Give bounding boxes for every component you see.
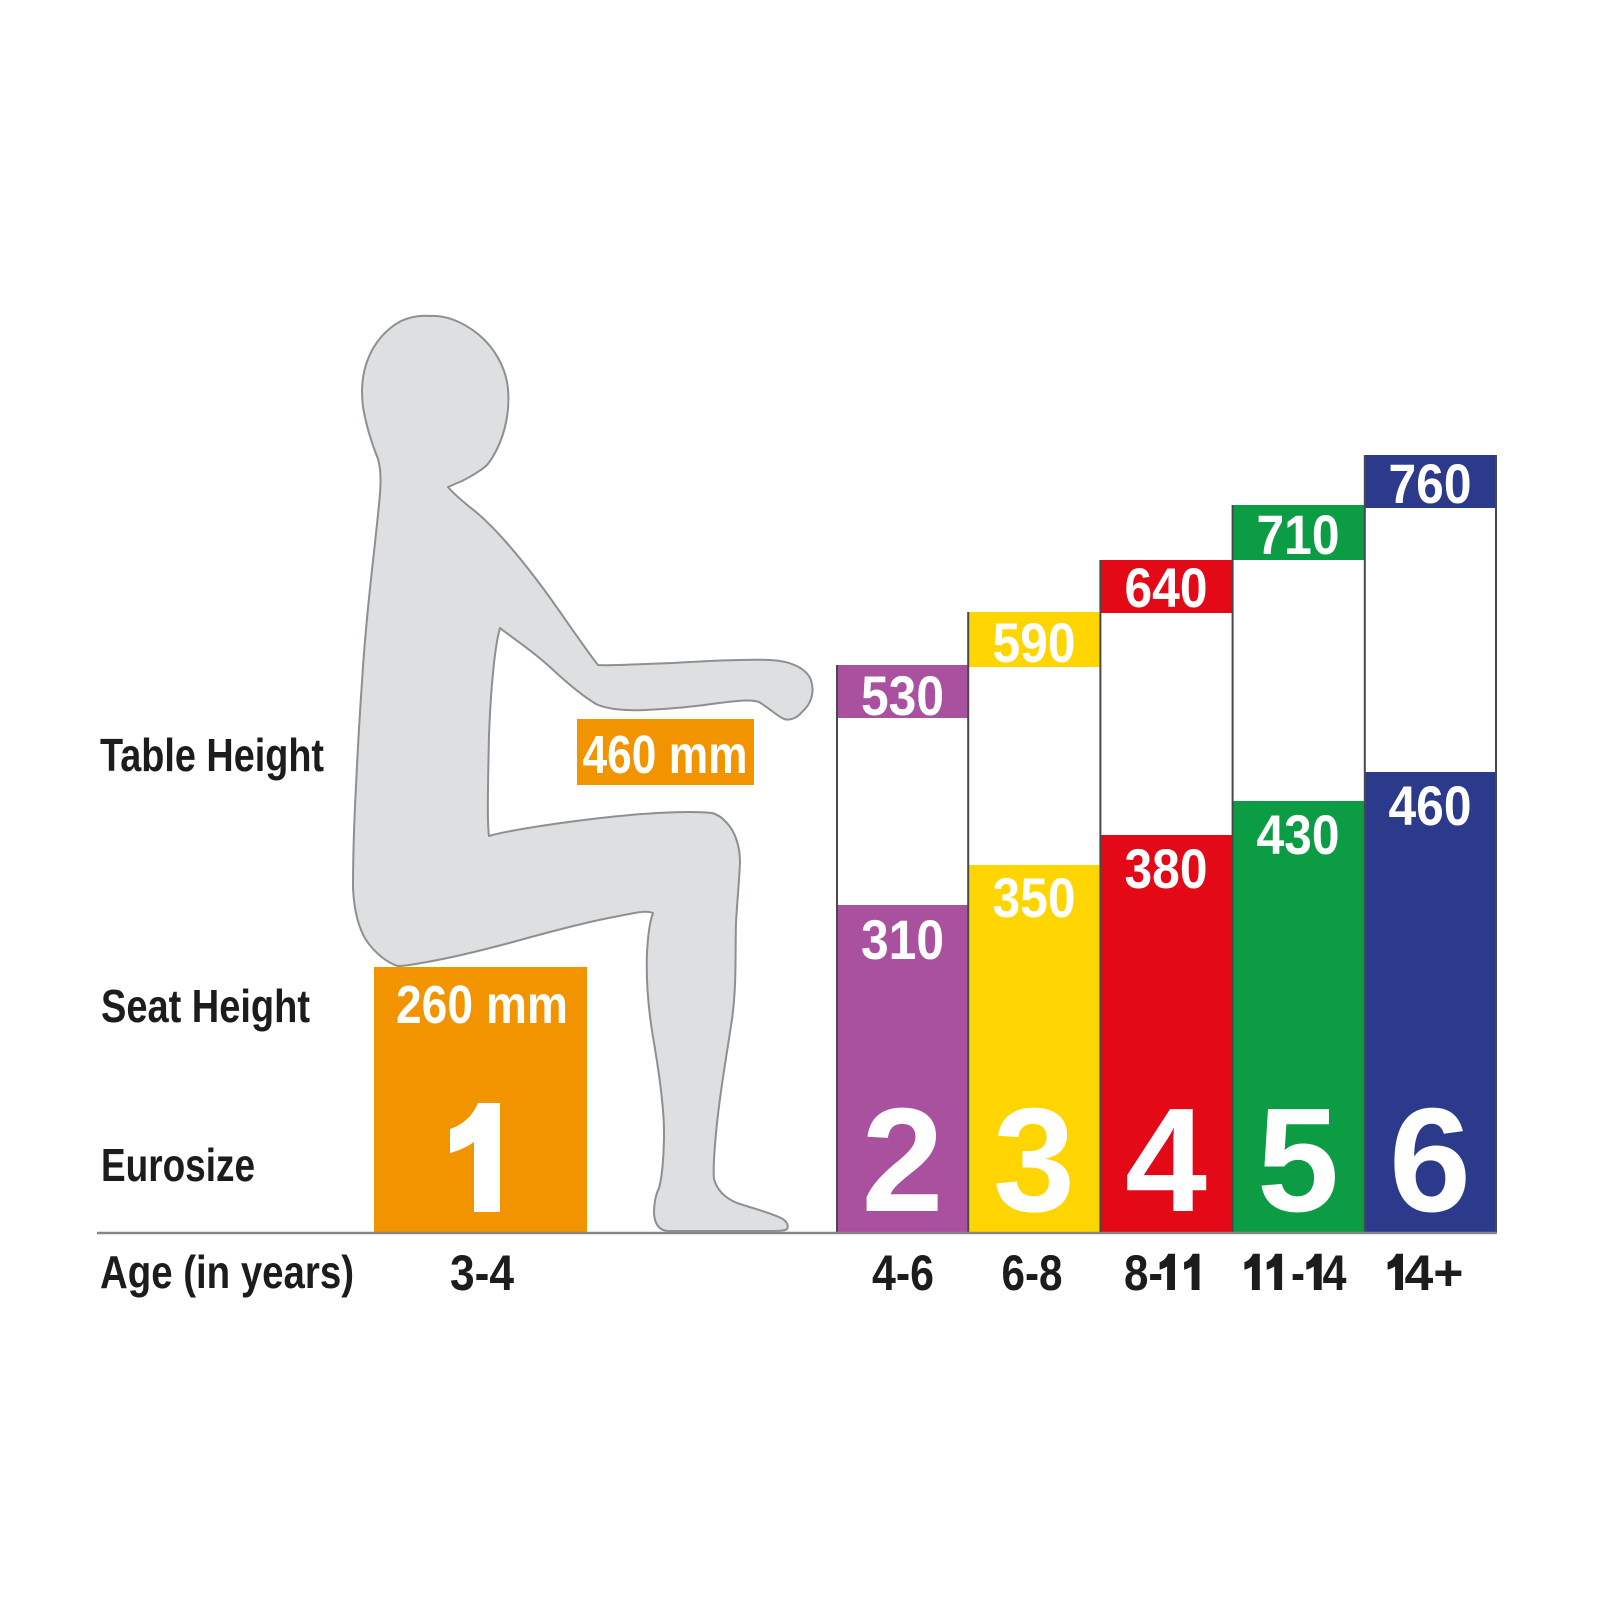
svg-text:380: 380 [1125, 837, 1208, 900]
svg-text:Eurosize: Eurosize [101, 1139, 255, 1191]
svg-text:4: 4 [1323, 1245, 1347, 1301]
svg-text:5: 5 [1257, 1078, 1339, 1243]
svg-text:3: 3 [993, 1078, 1075, 1243]
svg-text:710: 710 [1257, 503, 1340, 566]
svg-text:2: 2 [862, 1078, 944, 1243]
svg-text:260 mm: 260 mm [396, 975, 568, 1035]
svg-text:310: 310 [861, 908, 944, 971]
svg-text:4+: 4+ [1405, 1245, 1464, 1301]
svg-text:6-8: 6-8 [1002, 1245, 1063, 1301]
svg-text:6: 6 [1389, 1078, 1471, 1243]
svg-text:4: 4 [1125, 1078, 1207, 1243]
svg-text:350: 350 [993, 866, 1076, 929]
svg-text:430: 430 [1257, 803, 1340, 866]
svg-text:8-: 8- [1124, 1245, 1163, 1301]
svg-text:Seat Height: Seat Height [101, 980, 310, 1032]
svg-text:530: 530 [861, 664, 944, 727]
svg-text:4-6: 4-6 [872, 1245, 934, 1301]
svg-text:-: - [1291, 1245, 1305, 1301]
svg-text:Age (in years): Age (in years) [100, 1246, 354, 1298]
svg-text:760: 760 [1389, 452, 1472, 515]
svg-text:460: 460 [1389, 774, 1472, 837]
svg-text:640: 640 [1125, 556, 1208, 619]
svg-text:3-4: 3-4 [450, 1245, 514, 1301]
svg-text:590: 590 [993, 611, 1076, 674]
svg-text:460 mm: 460 mm [583, 725, 748, 785]
svg-text:Table Height: Table Height [100, 729, 324, 781]
